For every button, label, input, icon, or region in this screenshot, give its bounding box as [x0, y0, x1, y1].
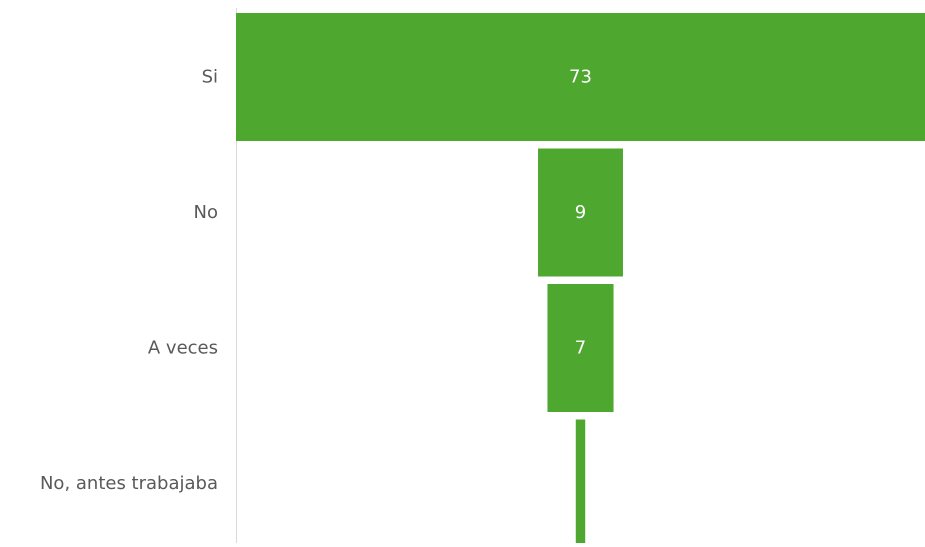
category-label-no-antes-trabajaba: No, antes trabajaba — [40, 473, 218, 494]
category-label-si: Si — [202, 67, 218, 88]
value-label-no: 9 — [575, 202, 586, 223]
value-label-si: 73 — [569, 67, 592, 88]
funnel-bar-no-antes-trabajaba — [575, 419, 586, 547]
funnel-bar-si — [236, 13, 925, 141]
bars-group — [236, 13, 925, 547]
category-label-a-veces: A veces — [148, 338, 218, 359]
value-labels-group: 73 9 7 — [569, 67, 592, 359]
funnel-bar-no — [538, 148, 623, 277]
category-label-no: No — [194, 202, 218, 223]
category-labels-group: Si No A veces No, antes trabajaba — [40, 67, 218, 495]
funnel-bar-a-veces — [547, 284, 614, 412]
value-label-a-veces: 7 — [575, 338, 586, 359]
